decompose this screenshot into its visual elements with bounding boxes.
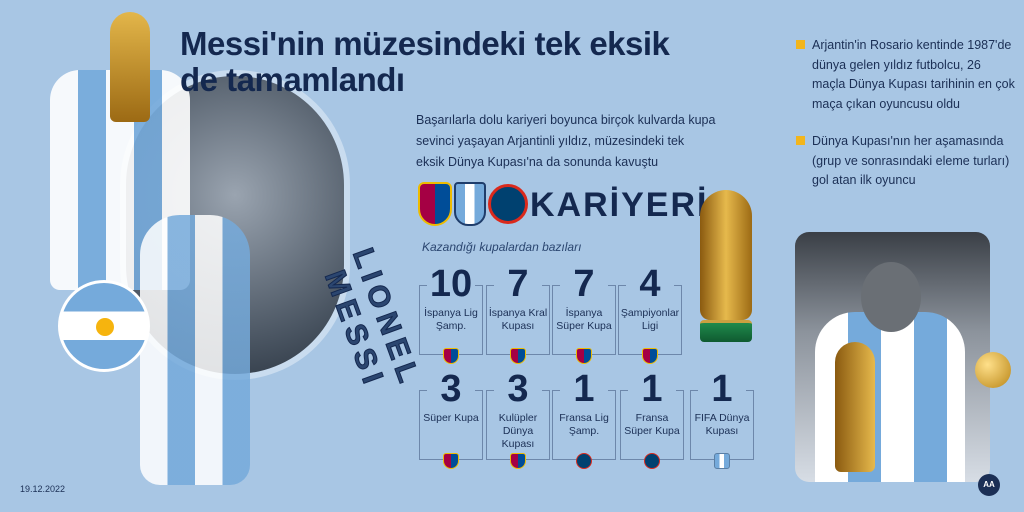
fact-text: Arjantin'in Rosario kentinde 1987'de dün… bbox=[812, 38, 1015, 111]
trophy-label: Süper Kupa bbox=[423, 412, 479, 424]
golden-ball-trophy bbox=[975, 352, 1011, 388]
career-heading: KARİYERİ bbox=[530, 186, 709, 224]
trophy-card: 3 Kulüpler Dünya Kupası bbox=[486, 368, 550, 469]
trophy-label: Fransa Süper Kupa bbox=[624, 412, 680, 437]
bullet-square-icon bbox=[796, 40, 805, 49]
trophy-card: 3 Süper Kupa bbox=[419, 368, 483, 469]
argentina-flag bbox=[58, 280, 150, 372]
trophy-count: 4 bbox=[639, 263, 661, 305]
trophy-card: 1 Fransa Lig Şamp. bbox=[552, 368, 616, 469]
afa-badge-icon bbox=[714, 453, 730, 469]
fact-text: Dünya Kupası'nın her aşamasında (grup ve… bbox=[812, 134, 1010, 187]
sun-of-may-icon bbox=[96, 318, 114, 336]
aa-logo: AA bbox=[978, 474, 1000, 496]
trophy-card: 1 FIFA Dünya Kupası bbox=[690, 368, 754, 469]
trophy-count: 7 bbox=[573, 263, 595, 305]
messi-kissing-trophy-photo bbox=[795, 232, 990, 482]
world-cup-trophy-raised bbox=[110, 12, 150, 122]
argentina-afa-logo bbox=[454, 182, 486, 226]
trophy-label: Şampiyonlar Ligi bbox=[620, 307, 680, 332]
trophy-card: 7 İspanya Süper Kupa bbox=[552, 263, 616, 364]
trophy-label: İspanya Süper Kupa bbox=[556, 307, 612, 332]
fc-barcelona-logo bbox=[418, 182, 452, 226]
trophy-card: 1 Fransa Süper Kupa bbox=[620, 368, 684, 469]
messi-running-photo bbox=[140, 215, 250, 485]
fc-barcelona-badge-icon bbox=[510, 453, 526, 469]
trophy-count: 7 bbox=[507, 263, 529, 305]
page-title: Messi'nin müzesindeki tek eksik de tamam… bbox=[180, 25, 670, 98]
fact-item: Arjantin'in Rosario kentinde 1987'de dün… bbox=[796, 36, 1016, 114]
trophy-count: 10 bbox=[429, 263, 473, 305]
trophy-label: Fransa Lig Şamp. bbox=[559, 412, 609, 437]
trophy-count: 1 bbox=[573, 368, 595, 410]
trophy-count: 3 bbox=[440, 368, 462, 410]
fc-barcelona-badge-icon bbox=[576, 348, 592, 364]
trophy-card: 7 İspanya Kral Kupası bbox=[486, 263, 550, 364]
trophy-count: 3 bbox=[507, 368, 529, 410]
fc-barcelona-badge-icon bbox=[443, 453, 459, 469]
trophy-label: İspanya Kral Kupası bbox=[488, 307, 548, 332]
club-logos bbox=[418, 182, 528, 226]
bullet-square-icon bbox=[796, 136, 805, 145]
world-cup-trophy bbox=[700, 190, 752, 345]
trophy-card: 4 Şampiyonlar Ligi bbox=[618, 263, 682, 364]
fact-item: Dünya Kupası'nın her aşamasında (grup ve… bbox=[796, 132, 1016, 191]
date: 19.12.2022 bbox=[20, 484, 66, 494]
facts-list: Arjantin'in Rosario kentinde 1987'de dün… bbox=[796, 36, 1016, 209]
fc-barcelona-badge-icon bbox=[642, 348, 658, 364]
intro-text: Başarılarla dolu kariyeri boyunca birçok… bbox=[416, 113, 716, 169]
trophy-count: 1 bbox=[641, 368, 663, 410]
trophy-label: İspanya Lig Şamp. bbox=[424, 307, 478, 332]
psg-logo bbox=[488, 184, 528, 224]
fc-barcelona-badge-icon bbox=[510, 348, 526, 364]
psg-badge-icon bbox=[576, 453, 592, 469]
trophy-label: Kulüpler Dünya Kupası bbox=[498, 412, 538, 450]
trophy-card: 10 İspanya Lig Şamp. bbox=[419, 263, 483, 364]
trophy-label: FIFA Dünya Kupası bbox=[694, 412, 750, 437]
trophies-subtitle: Kazandığı kupalardan bazıları bbox=[422, 240, 582, 254]
psg-badge-icon bbox=[644, 453, 660, 469]
trophy-count: 1 bbox=[711, 368, 733, 410]
fc-barcelona-badge-icon bbox=[443, 348, 459, 364]
